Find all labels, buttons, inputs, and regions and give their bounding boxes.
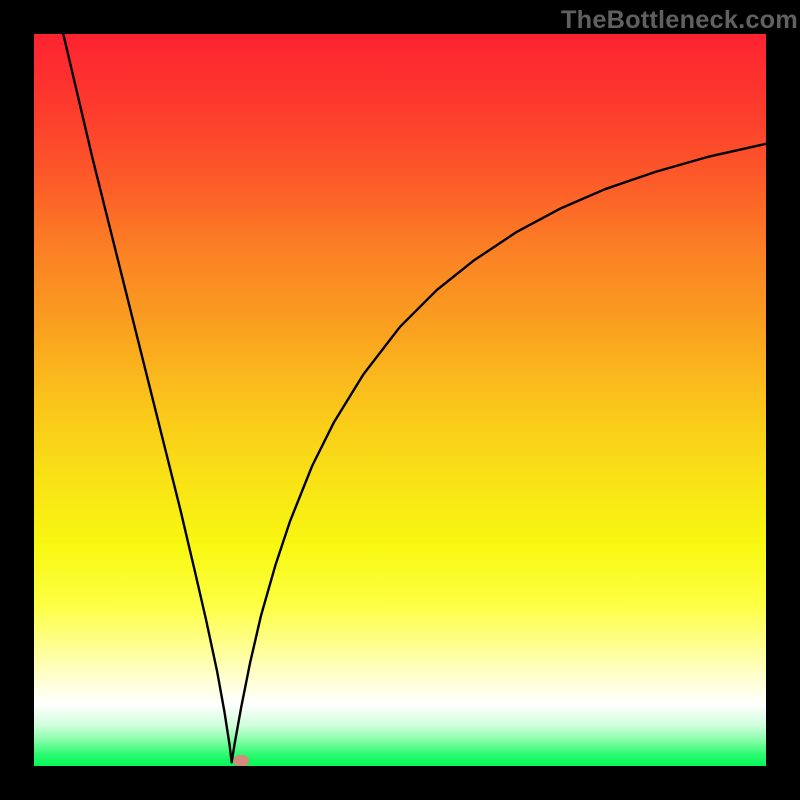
gradient-background [34,34,766,766]
watermark-text: TheBottleneck.com [561,6,798,35]
frame-left [0,0,34,800]
bottleneck-chart [34,34,766,766]
frame-right [766,0,800,800]
frame-bottom [0,766,800,800]
